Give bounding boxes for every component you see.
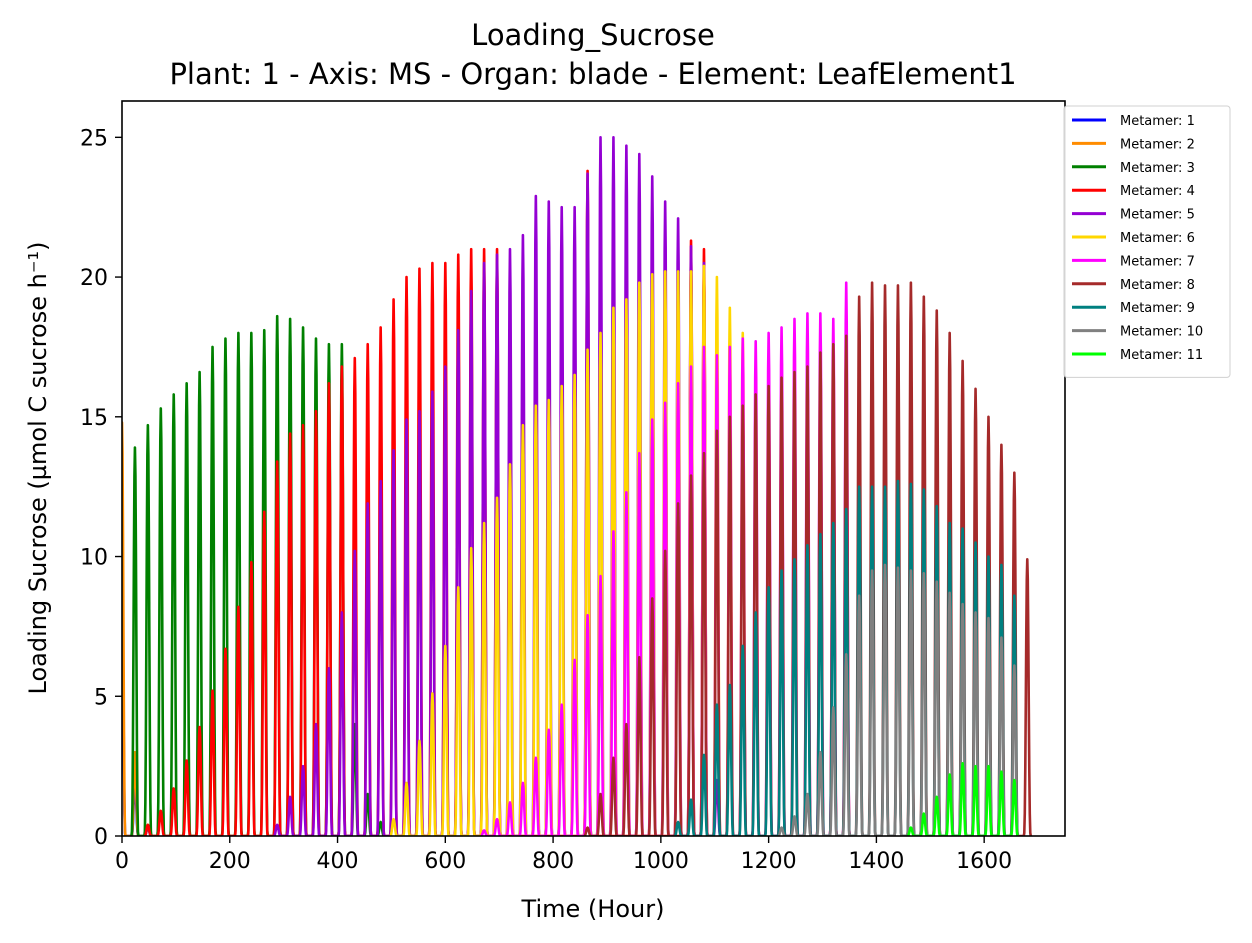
- y-tick-label: 10: [80, 546, 108, 571]
- x-axis: 0 200 400 600 800 1000 1200 1400 1600: [115, 836, 1012, 874]
- legend-label: Metamer: 9: [1120, 301, 1195, 316]
- x-tick-label: 600: [424, 849, 466, 874]
- x-axis-label: Time (Hour): [521, 895, 665, 923]
- y-tick-label: 0: [94, 825, 108, 850]
- legend: Metamer: 1 Metamer: 2 Metamer: 3 Metamer: 4…: [1063, 105, 1231, 378]
- y-axis-label: Loading Sucrose (µmol C sucrose h⁻¹): [24, 242, 52, 695]
- legend-label: Metamer: 8: [1120, 278, 1195, 293]
- legend-frame: [1063, 105, 1231, 378]
- legend-label: Metamer: 1: [1120, 114, 1195, 129]
- chart-subtitle: Plant: 1 - Axis: MS - Organ: blade - Ele…: [169, 57, 1016, 91]
- x-tick-label: 1000: [633, 849, 689, 874]
- x-tick-label: 800: [532, 849, 574, 874]
- x-tick-label: 1400: [848, 849, 904, 874]
- x-tick-label: 400: [317, 849, 359, 874]
- y-tick-label: 25: [80, 126, 108, 151]
- series-line-9: [673, 479, 1020, 836]
- x-tick-label: 200: [209, 849, 251, 874]
- chart-title: Loading_Sucrose: [471, 18, 715, 52]
- x-tick-label: 1200: [741, 849, 797, 874]
- y-tick-label: 5: [94, 685, 108, 710]
- plot-area: [121, 100, 1066, 837]
- y-tick-label: 15: [80, 406, 108, 431]
- y-tick-label: 20: [80, 266, 108, 291]
- y-axis: 0 5 10 15 20 25: [80, 126, 122, 850]
- legend-label: Metamer: 6: [1120, 231, 1195, 246]
- legend-label: Metamer: 2: [1120, 137, 1195, 152]
- series-line-11: [906, 762, 1019, 836]
- legend-label: Metamer: 11: [1120, 348, 1203, 363]
- x-tick-label: 0: [115, 849, 129, 874]
- series-layer: [122, 136, 1033, 836]
- legend-label: Metamer: 5: [1120, 208, 1195, 223]
- x-tick-label: 1600: [956, 849, 1012, 874]
- legend-label: Metamer: 3: [1120, 161, 1195, 176]
- plot-frame: [121, 100, 1066, 837]
- legend-label: Metamer: 7: [1120, 254, 1195, 269]
- legend-label: Metamer: 10: [1120, 325, 1203, 340]
- legend-label: Metamer: 4: [1120, 184, 1195, 199]
